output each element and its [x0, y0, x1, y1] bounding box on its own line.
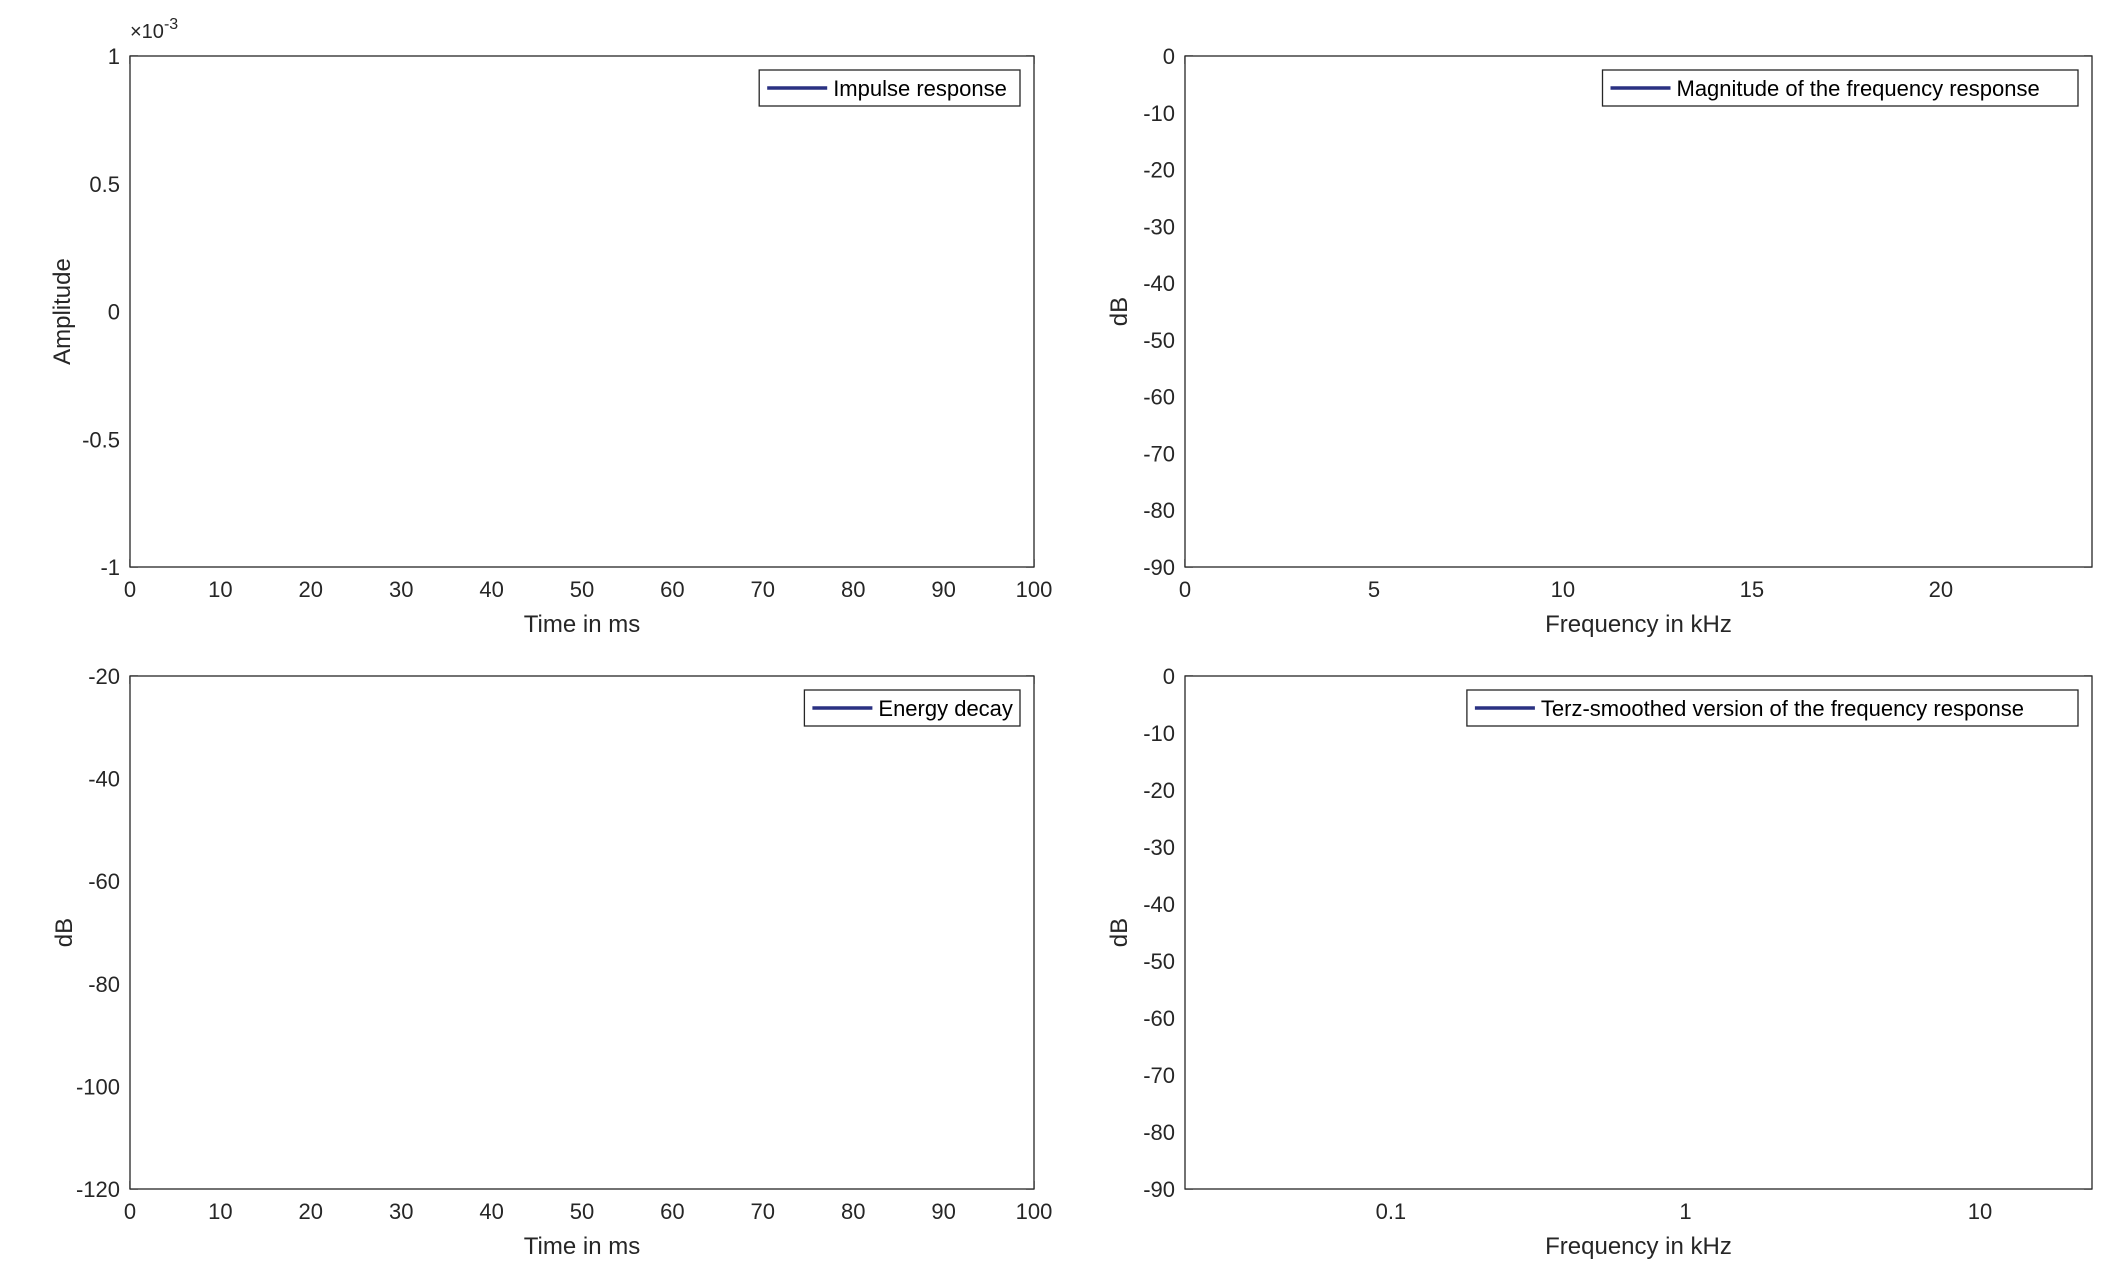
legend: Magnitude of the frequency response — [1601, 69, 2079, 107]
y-tick-label: -60 — [1143, 385, 1175, 410]
y-tick-label: -40 — [88, 767, 120, 792]
x-tick-label: 60 — [660, 577, 684, 602]
chart-impulse: 0 10 20 30 40 50 60 70 80 90 100 -1 -0.5 0 0.5 1 Time in… — [49, 16, 1052, 638]
y-tick-label: -80 — [1143, 498, 1175, 523]
y-tick-label: -20 — [88, 664, 120, 689]
x-tick-label: 1 — [1679, 1199, 1691, 1224]
x-tick-label: 0 — [124, 577, 136, 602]
x-tick-label: 30 — [389, 1199, 413, 1224]
legend: Terz-smoothed version of the frequency r… — [1466, 689, 2079, 727]
x-tick-label: 0 — [124, 1199, 136, 1224]
y-tick-label: -50 — [1143, 328, 1175, 353]
axes-frame — [129, 55, 1035, 568]
legend-entry: Impulse response — [833, 76, 1007, 101]
y-tick-label: -10 — [1143, 101, 1175, 126]
y-tick-label: 0 — [108, 300, 120, 325]
y-tick-label: -20 — [1143, 158, 1175, 183]
y-tick-label: -70 — [1143, 441, 1175, 466]
x-axis-label: Time in ms — [524, 1233, 640, 1260]
x-tick-label: 10 — [1551, 577, 1575, 602]
x-tick-label: 90 — [931, 1199, 955, 1224]
legend-entry: Terz-smoothed version of the frequency r… — [1541, 696, 2024, 721]
y-tick-label: -100 — [76, 1074, 120, 1099]
legend: Impulse response — [758, 69, 1021, 107]
y-tick-label: -10 — [1143, 721, 1175, 746]
x-tick-label: 50 — [570, 1199, 594, 1224]
y-tick-label: -60 — [88, 869, 120, 894]
y-tick-label: -120 — [76, 1177, 120, 1202]
y-tick-label: 0 — [1163, 664, 1175, 689]
y-tick-label: -80 — [1143, 1120, 1175, 1145]
axes-frame — [129, 675, 1035, 1190]
y-tick-label: 1 — [108, 44, 120, 69]
axes-frame — [1184, 55, 2093, 568]
y-tick-label: -30 — [1143, 835, 1175, 860]
legend: Energy decay — [803, 689, 1021, 727]
exponent-label: ×10-3 — [130, 16, 178, 43]
chart-energy: 0 10 20 30 40 50 60 70 80 90 100 -120 -100 -80 -60 -40 -… — [51, 664, 1052, 1260]
y-tick-label: -40 — [1143, 892, 1175, 917]
y-tick-label: -20 — [1143, 778, 1175, 803]
y-tick-label: -30 — [1143, 214, 1175, 239]
x-tick-label: 80 — [841, 1199, 865, 1224]
axes-frame — [1184, 675, 2093, 1190]
x-tick-label: 40 — [479, 1199, 503, 1224]
y-tick-label: -60 — [1143, 1006, 1175, 1031]
y-axis-label: dB — [1106, 918, 1133, 947]
y-tick-label: -40 — [1143, 271, 1175, 296]
x-axis-label: Frequency in kHz — [1545, 611, 1732, 638]
x-tick-label: 100 — [1016, 1199, 1053, 1224]
y-tick-label: -80 — [88, 972, 120, 997]
x-tick-label: 10 — [1968, 1199, 1992, 1224]
x-tick-label: 60 — [660, 1199, 684, 1224]
y-axis-label: Amplitude — [49, 258, 76, 365]
x-tick-label: 80 — [841, 577, 865, 602]
x-tick-label: 20 — [299, 577, 323, 602]
x-tick-label: 15 — [1740, 577, 1764, 602]
x-tick-label: 50 — [570, 577, 594, 602]
y-tick-label: -50 — [1143, 949, 1175, 974]
chart-terz: 0.1 1 10 -90 -80 -70 -60 -50 -40 -30 -20 -10 0 Freque… — [1106, 664, 2093, 1260]
x-tick-label: 40 — [479, 577, 503, 602]
y-axis-label: dB — [1106, 297, 1133, 326]
x-tick-label: 10 — [208, 577, 232, 602]
x-tick-label: 100 — [1016, 577, 1053, 602]
legend-entry: Energy decay — [878, 696, 1013, 721]
y-axis-label: dB — [51, 918, 78, 947]
x-tick-label: 70 — [751, 1199, 775, 1224]
y-tick-label: -90 — [1143, 555, 1175, 580]
x-tick-label: 10 — [208, 1199, 232, 1224]
x-tick-label: 5 — [1368, 577, 1380, 602]
x-axis-label: Frequency in kHz — [1545, 1233, 1732, 1260]
y-tick-label: -1 — [100, 555, 120, 580]
x-tick-label: 0.1 — [1376, 1199, 1407, 1224]
legend-entry: Magnitude of the frequency response — [1677, 76, 2040, 101]
x-tick-label: 90 — [931, 577, 955, 602]
y-tick-label: -90 — [1143, 1177, 1175, 1202]
y-tick-label: -0.5 — [82, 427, 120, 452]
y-tick-label: 0 — [1163, 44, 1175, 69]
x-tick-label: 70 — [751, 577, 775, 602]
x-tick-label: 0 — [1179, 577, 1191, 602]
x-tick-label: 20 — [1929, 577, 1953, 602]
legend-box — [1601, 69, 2079, 107]
legend-box — [1466, 689, 2079, 727]
x-tick-label: 30 — [389, 577, 413, 602]
y-tick-label: -70 — [1143, 1063, 1175, 1088]
x-axis-label: Time in ms — [524, 611, 640, 638]
chart-freq: 0 5 10 15 20 -90 -80 -70 -60 -50 -40 -30 -20 -10 0 Freq… — [1106, 44, 2093, 638]
y-tick-label: 0.5 — [89, 172, 120, 197]
x-tick-label: 20 — [299, 1199, 323, 1224]
